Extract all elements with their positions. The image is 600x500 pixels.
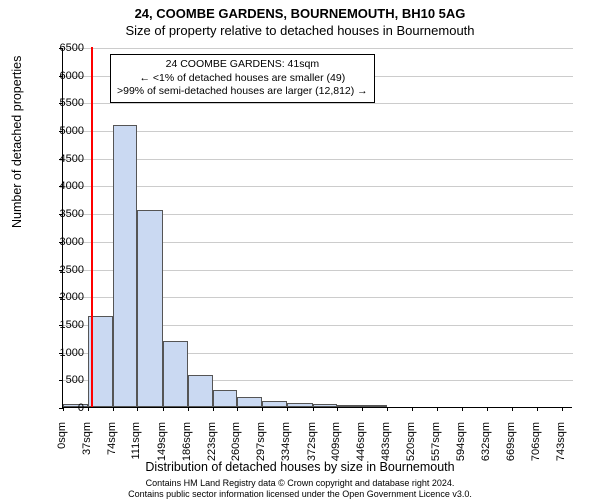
x-tickmark xyxy=(362,407,363,411)
gridline xyxy=(63,131,573,132)
x-tick-label: 297sqm xyxy=(255,422,267,472)
x-tickmark xyxy=(188,407,189,411)
x-tickmark xyxy=(387,407,388,411)
x-tick-label: 334sqm xyxy=(280,422,292,472)
histogram-bar xyxy=(113,125,138,407)
y-tick-label: 5500 xyxy=(44,97,84,109)
x-tickmark xyxy=(412,407,413,411)
y-tick-label: 500 xyxy=(44,374,84,386)
y-tick-label: 4000 xyxy=(44,180,84,192)
chart-container: 24 COOMBE GARDENS: 41sqm ← <1% of detach… xyxy=(62,48,572,408)
histogram-bar xyxy=(237,397,262,407)
x-tickmark xyxy=(512,407,513,411)
x-tick-label: 223sqm xyxy=(206,422,218,472)
annotation-line-2: ← <1% of detached houses are smaller (49… xyxy=(117,72,368,86)
x-tick-label: 260sqm xyxy=(230,422,242,472)
gridline xyxy=(63,159,573,160)
x-tickmark xyxy=(337,407,338,411)
x-tick-label: 594sqm xyxy=(455,422,467,472)
y-tick-label: 4500 xyxy=(44,153,84,165)
gridline xyxy=(63,48,573,49)
histogram-bar xyxy=(213,390,238,407)
x-tick-label: 743sqm xyxy=(555,422,567,472)
x-tickmark xyxy=(287,407,288,411)
x-tickmark xyxy=(113,407,114,411)
x-tick-label: 669sqm xyxy=(505,422,517,472)
annotation-line-1: 24 COOMBE GARDENS: 41sqm xyxy=(117,58,368,72)
histogram-bar xyxy=(188,375,213,407)
x-tick-label: 0sqm xyxy=(56,422,68,472)
x-tickmark xyxy=(262,407,263,411)
chart-title-1: 24, COOMBE GARDENS, BOURNEMOUTH, BH10 5A… xyxy=(0,0,600,21)
y-axis-label: Number of detached properties xyxy=(10,56,24,228)
x-tick-label: 111sqm xyxy=(130,422,142,472)
x-tickmark xyxy=(562,407,563,411)
gridline xyxy=(63,186,573,187)
x-tickmark xyxy=(313,407,314,411)
y-tick-label: 6000 xyxy=(44,70,84,82)
histogram-bar xyxy=(287,403,313,407)
y-tick-label: 3500 xyxy=(44,208,84,220)
y-tick-label: 2000 xyxy=(44,291,84,303)
footer-line-1: Contains HM Land Registry data © Crown c… xyxy=(0,478,600,489)
x-tick-label: 557sqm xyxy=(430,422,442,472)
y-tick-label: 5000 xyxy=(44,125,84,137)
x-tickmark xyxy=(237,407,238,411)
y-tick-label: 0 xyxy=(44,402,84,414)
x-tick-label: 186sqm xyxy=(181,422,193,472)
x-tick-label: 483sqm xyxy=(380,422,392,472)
property-marker-line xyxy=(91,47,93,407)
y-tick-label: 6500 xyxy=(44,42,84,54)
chart-title-2: Size of property relative to detached ho… xyxy=(0,21,600,38)
annotation-line-3: >99% of semi-detached houses are larger … xyxy=(117,85,368,99)
footer: Contains HM Land Registry data © Crown c… xyxy=(0,478,600,500)
x-tick-label: 520sqm xyxy=(405,422,417,472)
y-tick-label: 2500 xyxy=(44,264,84,276)
histogram-bar xyxy=(262,401,287,407)
x-tick-label: 706sqm xyxy=(530,422,542,472)
histogram-bar xyxy=(313,404,338,407)
histogram-bar xyxy=(337,405,362,407)
gridline xyxy=(63,103,573,104)
x-tickmark xyxy=(437,407,438,411)
x-tickmark xyxy=(537,407,538,411)
y-tick-label: 1500 xyxy=(44,319,84,331)
x-tickmark xyxy=(213,407,214,411)
x-tickmark xyxy=(88,407,89,411)
x-tickmark xyxy=(163,407,164,411)
x-tick-label: 632sqm xyxy=(480,422,492,472)
x-tick-label: 409sqm xyxy=(330,422,342,472)
y-tick-label: 3000 xyxy=(44,236,84,248)
x-tickmark xyxy=(462,407,463,411)
annotation-box: 24 COOMBE GARDENS: 41sqm ← <1% of detach… xyxy=(110,54,375,103)
x-tick-label: 74sqm xyxy=(106,422,118,472)
x-tick-label: 37sqm xyxy=(81,422,93,472)
histogram-bar xyxy=(362,405,387,407)
x-tickmark xyxy=(137,407,138,411)
x-tick-label: 149sqm xyxy=(156,422,168,472)
x-tick-label: 372sqm xyxy=(306,422,318,472)
histogram-bar xyxy=(137,210,163,407)
x-tick-label: 446sqm xyxy=(355,422,367,472)
x-tickmark xyxy=(487,407,488,411)
histogram-bar xyxy=(163,341,188,407)
y-tick-label: 1000 xyxy=(44,347,84,359)
footer-line-2: Contains public sector information licen… xyxy=(0,489,600,500)
